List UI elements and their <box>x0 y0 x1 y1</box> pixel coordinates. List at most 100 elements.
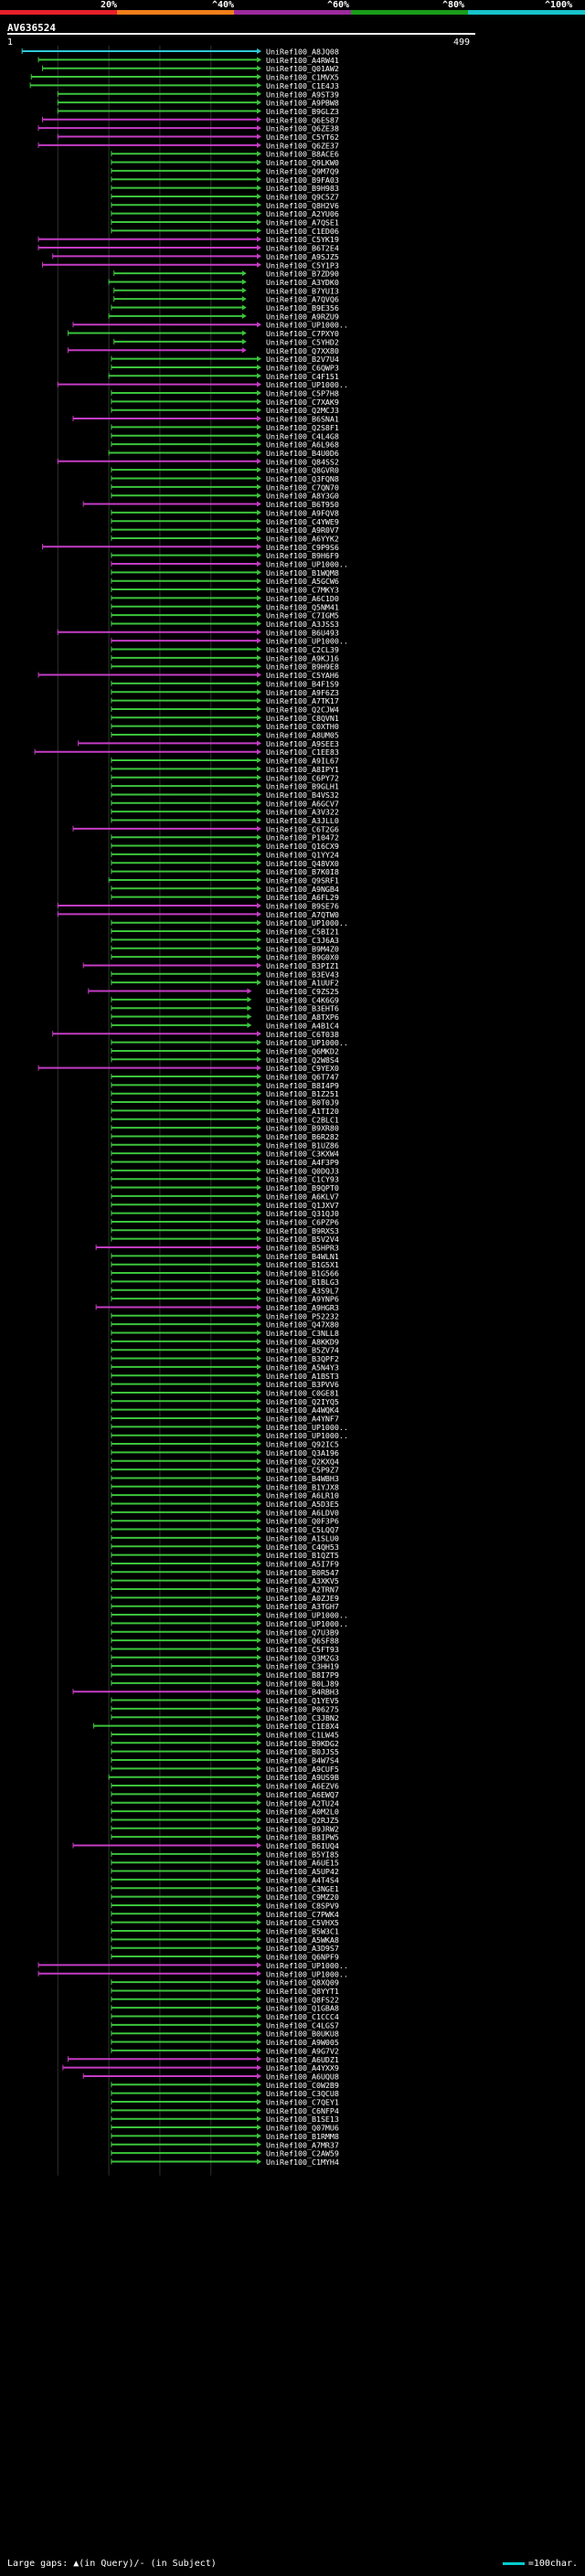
hit-label[interactable]: UniRef100_B3EV43 <box>266 970 339 979</box>
hit-label[interactable]: UniRef100_C9P9S6 <box>266 543 339 552</box>
hit-label[interactable]: UniRef100_C5LQQ7 <box>266 1525 339 1534</box>
hit-label[interactable]: UniRef100_Q9M7Q9 <box>266 166 339 175</box>
hit-label[interactable]: UniRef100_B3EHT6 <box>266 1004 339 1013</box>
hit-label[interactable]: UniRef100_C5YK19 <box>266 235 339 244</box>
hit-label[interactable]: UniRef100_A9R0V7 <box>266 525 339 535</box>
hit-label[interactable]: UniRef100_A5I7F9 <box>266 1559 339 1568</box>
hit-label[interactable]: UniRef100_C0GE81 <box>266 1388 339 1397</box>
hit-label[interactable]: UniRef100_B4VS32 <box>266 790 339 800</box>
hit-label[interactable]: UniRef100_A1UUF2 <box>266 979 339 988</box>
hit-label[interactable]: UniRef100_B1G5X1 <box>266 1260 339 1269</box>
hit-label[interactable]: UniRef100_Q6SF88 <box>266 1637 339 1646</box>
hit-label[interactable]: UniRef100_UP1000.. <box>266 560 348 569</box>
hit-label[interactable]: UniRef100_Q2CJW4 <box>266 705 339 714</box>
hit-label[interactable]: UniRef100_Q47X80 <box>266 1320 339 1330</box>
hit-label[interactable]: UniRef100_B4RBH3 <box>266 1688 339 1697</box>
hit-label[interactable]: UniRef100_A2TU24 <box>266 1798 339 1807</box>
hit-label[interactable]: UniRef100_UP1000.. <box>266 1961 348 1970</box>
hit-label[interactable]: UniRef100_Q6MKD2 <box>266 1046 339 1055</box>
hit-label[interactable]: UniRef100_UP1000.. <box>266 1969 348 1978</box>
hit-label[interactable]: UniRef100_C1E8X4 <box>266 1722 339 1731</box>
hit-label[interactable]: UniRef100_A9PBW8 <box>266 99 339 108</box>
hit-label[interactable]: UniRef100_Q3FQN8 <box>266 474 339 483</box>
hit-label[interactable]: UniRef100_B6U493 <box>266 628 339 637</box>
hit-label[interactable]: UniRef100_Q01AW2 <box>266 64 339 73</box>
hit-label[interactable]: UniRef100_A4T4S4 <box>266 1875 339 1884</box>
hit-label[interactable]: UniRef100_Q07MU6 <box>266 2124 339 2133</box>
hit-label[interactable]: UniRef100_A3JSS3 <box>266 620 339 629</box>
hit-label[interactable]: UniRef100_Q0F3P6 <box>266 1517 339 1526</box>
hit-label[interactable]: UniRef100_A0ZJE9 <box>266 1594 339 1603</box>
hit-label[interactable]: UniRef100_A9HGR3 <box>266 1303 339 1312</box>
hit-label[interactable]: UniRef100_Q3A196 <box>266 1448 339 1458</box>
hit-label[interactable]: UniRef100_B9H9E8 <box>266 663 339 672</box>
hit-label[interactable]: UniRef100_B9GLH1 <box>266 782 339 791</box>
hit-label[interactable]: UniRef100_Q2W8S4 <box>266 1055 339 1065</box>
hit-label[interactable]: UniRef100_B1YJX8 <box>266 1482 339 1491</box>
hit-label[interactable]: UniRef100_C4L4G8 <box>266 431 339 440</box>
hit-label[interactable]: UniRef100_B9QPT0 <box>266 1183 339 1193</box>
hit-label[interactable]: UniRef100_UP1000.. <box>266 1423 348 1432</box>
hit-label[interactable]: UniRef100_A8IPY1 <box>266 765 339 774</box>
hit-label[interactable]: UniRef100_Q8FS22 <box>266 1995 339 2004</box>
hit-label[interactable]: UniRef100_C4YWE9 <box>266 517 339 526</box>
hit-label[interactable]: UniRef100_Q3M2G3 <box>266 1653 339 1662</box>
hit-label[interactable]: UniRef100_Q8GVR0 <box>266 466 339 475</box>
hit-label[interactable]: UniRef100_Q1JXV7 <box>266 1201 339 1210</box>
hit-label[interactable]: UniRef100_A0M2L0 <box>266 1807 339 1817</box>
hit-label[interactable]: UniRef100_C6T2G6 <box>266 824 339 833</box>
hit-label[interactable]: UniRef100_B9RXS3 <box>266 1226 339 1235</box>
hit-label[interactable]: UniRef100_C7XAK9 <box>266 398 339 407</box>
hit-label[interactable]: UniRef100_A6UE15 <box>266 1859 339 1868</box>
hit-label[interactable]: UniRef100_C9YEX0 <box>266 1064 339 1073</box>
hit-label[interactable]: UniRef100_B3PIZ1 <box>266 961 339 970</box>
hit-label[interactable]: UniRef100_B1WQM8 <box>266 568 339 578</box>
hit-label[interactable]: UniRef100_C7MKY3 <box>266 586 339 595</box>
hit-label[interactable]: UniRef100_C3NGE1 <box>266 1884 339 1893</box>
hit-label[interactable]: UniRef100_C5YAH6 <box>266 671 339 680</box>
hit-label[interactable]: UniRef100_C7PXY0 <box>266 329 339 338</box>
hit-label[interactable]: UniRef100_B6T2E4 <box>266 244 339 253</box>
hit-label[interactable]: UniRef100_A9RZU9 <box>266 312 339 321</box>
hit-label[interactable]: UniRef100_Q8YYT1 <box>266 1987 339 1996</box>
hit-label[interactable]: UniRef100_A3TGH7 <box>266 1602 339 1611</box>
hit-label[interactable]: UniRef100_C7QEY1 <box>266 2098 339 2107</box>
hit-label[interactable]: UniRef100_A8KKD9 <box>266 1337 339 1346</box>
hit-label[interactable]: UniRef100_A4YXX9 <box>266 2063 339 2072</box>
hit-label[interactable]: UniRef100_A5UP42 <box>266 1867 339 1876</box>
hit-label[interactable]: UniRef100_A9FQV8 <box>266 508 339 517</box>
hit-label[interactable]: UniRef100_Q2KXQ4 <box>266 1457 339 1466</box>
hit-label[interactable]: UniRef100_Q92IC5 <box>266 1440 339 1449</box>
hit-label[interactable]: UniRef100_A3S9L7 <box>266 1286 339 1295</box>
hit-label[interactable]: UniRef100_B8I7P9 <box>266 1670 339 1680</box>
hit-label[interactable]: UniRef100_C5YT62 <box>266 133 339 142</box>
hit-label[interactable]: UniRef100_C1CY93 <box>266 1175 339 1184</box>
hit-label[interactable]: UniRef100_C5P7H8 <box>266 389 339 398</box>
hit-label[interactable]: UniRef100_A9F6Z3 <box>266 688 339 697</box>
hit-label[interactable]: UniRef100_B1RMM8 <box>266 2132 339 2141</box>
hit-label[interactable]: UniRef100_A6L968 <box>266 440 339 450</box>
hit-label[interactable]: UniRef100_A2YU06 <box>266 209 339 218</box>
hit-label[interactable]: UniRef100_A6LR10 <box>266 1491 339 1500</box>
hit-label[interactable]: UniRef100_A7QSE1 <box>266 218 339 228</box>
hit-label[interactable]: UniRef100_B1SE13 <box>266 2115 339 2124</box>
hit-label[interactable]: UniRef100_P52232 <box>266 1311 339 1320</box>
hit-label[interactable]: UniRef100_A7TK17 <box>266 696 339 705</box>
hit-label[interactable]: UniRef100_B5ZV74 <box>266 1346 339 1355</box>
hit-label[interactable]: UniRef100_C1MVX5 <box>266 73 339 82</box>
hit-label[interactable]: UniRef100_B1UZ86 <box>266 1140 339 1150</box>
hit-label[interactable]: UniRef100_A4WQK4 <box>266 1405 339 1415</box>
hit-label[interactable]: UniRef100_A6LDV0 <box>266 1508 339 1517</box>
hit-label[interactable]: UniRef100_C1CCC4 <box>266 2012 339 2021</box>
hit-label[interactable]: UniRef100_A7QTW0 <box>266 910 339 919</box>
hit-label[interactable]: UniRef100_C5FT93 <box>266 1645 339 1654</box>
hit-label[interactable]: UniRef100_A6GCV7 <box>266 799 339 808</box>
hit-label[interactable]: UniRef100_Q2MCJ3 <box>266 406 339 415</box>
hit-label[interactable]: UniRef100_A3D9S7 <box>266 1944 339 1953</box>
hit-label[interactable]: UniRef100_B5HPR3 <box>266 1244 339 1253</box>
hit-label[interactable]: UniRef100_B3QPF2 <box>266 1354 339 1363</box>
hit-label[interactable]: UniRef100_B9E356 <box>266 303 339 313</box>
hit-label[interactable]: UniRef100_B9FA03 <box>266 175 339 185</box>
hit-label[interactable]: UniRef100_C0W2B9 <box>266 2081 339 2090</box>
hit-label[interactable]: UniRef100_C1ED06 <box>266 227 339 236</box>
